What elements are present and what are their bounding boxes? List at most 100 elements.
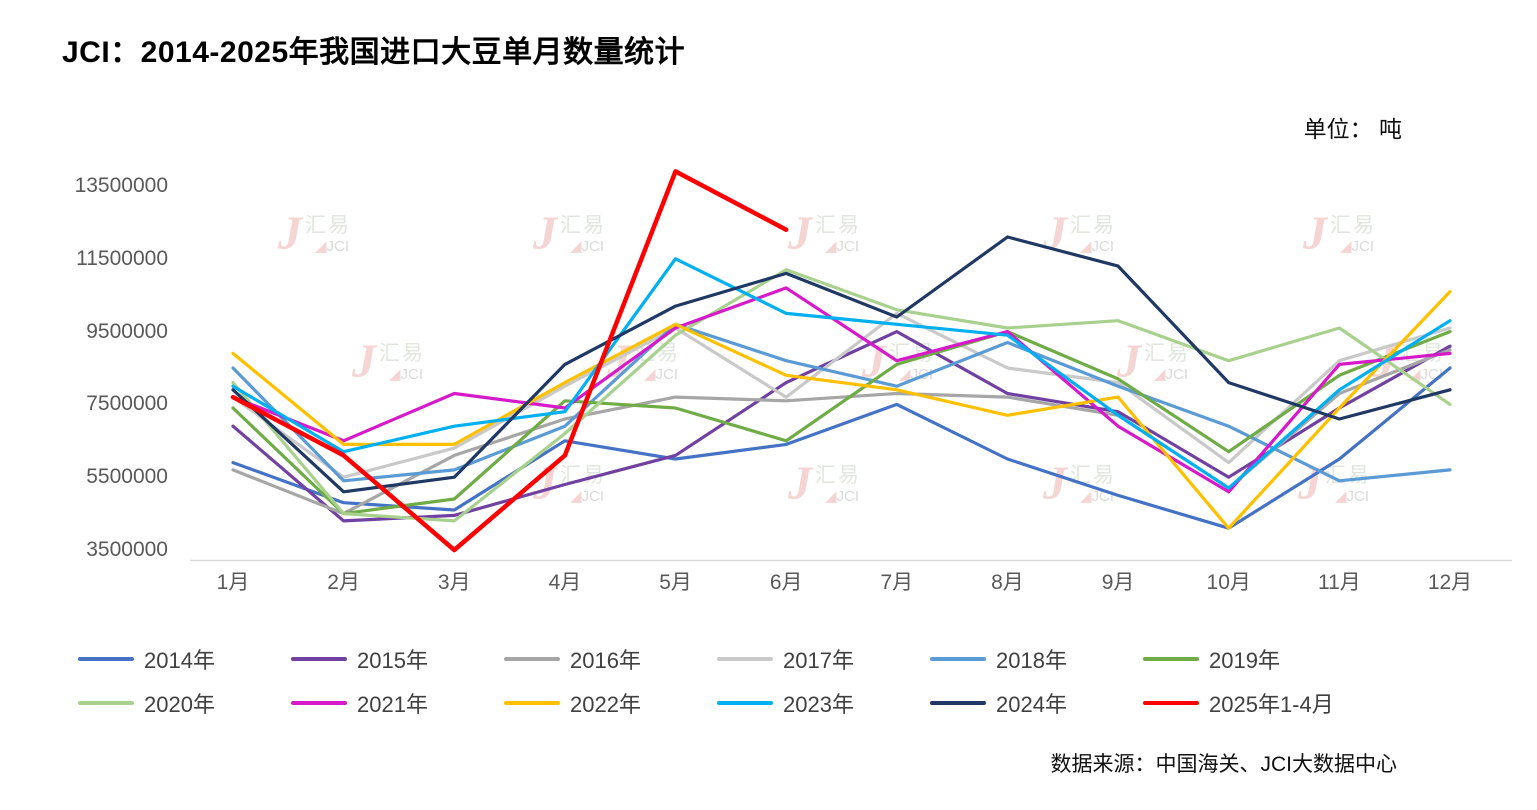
legend-item-2014年: 2014年: [78, 646, 291, 673]
legend-label: 2022年: [570, 692, 641, 717]
watermark-j-glyph: J: [788, 207, 812, 260]
watermark-en-text: ◢JCI: [825, 487, 860, 505]
series-line-2018年: [231, 322, 1452, 483]
watermark-logo: J 汇易 ◢JCI: [1303, 210, 1376, 258]
series-line-2024年: [231, 235, 1452, 494]
legend-label: 2023年: [783, 692, 854, 717]
legend-swatch: [291, 657, 347, 661]
watermark-en-text: ◢JCI: [1340, 237, 1375, 255]
watermark-en-text: ◢JCI: [389, 365, 424, 383]
x-tick-label: 1月: [216, 571, 250, 594]
legend-item-2022年: 2022年: [504, 690, 717, 717]
watermark-j-glyph: J: [788, 457, 812, 510]
legend-swatch: [930, 701, 986, 705]
watermark-logo: J 汇易 ◢JCI: [788, 210, 861, 258]
y-tick-label: 3500000: [86, 538, 168, 561]
watermark-logo: J 汇易 ◢JCI: [1298, 460, 1371, 508]
series-line-2020年: [231, 268, 1452, 523]
legend-swatch: [1143, 701, 1199, 705]
x-tick-label: 11月: [1317, 571, 1361, 594]
x-tick-label: 9月: [1101, 571, 1135, 594]
watermark-cn-text: 汇易: [1330, 213, 1376, 237]
series-line-2025年1-4月: [230, 169, 789, 553]
watermark-j-glyph: J: [533, 457, 557, 510]
series-line-2016年: [231, 348, 1452, 516]
series-line-2015年: [231, 330, 1452, 523]
series-line-2021年: [231, 286, 1452, 494]
legend-swatch: [291, 701, 347, 705]
series-line-2023年: [231, 257, 1452, 490]
watermark-cn-text: 汇易: [1399, 341, 1445, 365]
x-tick-label: 12月: [1427, 571, 1473, 594]
watermark-j-glyph: J: [1043, 457, 1067, 510]
legend-swatch: [717, 701, 773, 705]
y-tick-label: 5500000: [86, 465, 168, 489]
legend-swatch: [78, 701, 134, 705]
legend-label: 2016年: [570, 648, 641, 673]
legend-item-2020年: 2020年: [78, 690, 291, 717]
legend-item-2025年1-4月: 2025年1-4月: [1143, 690, 1356, 717]
series-line-2014年: [231, 366, 1452, 530]
watermark-en-text: ◢JCI: [825, 237, 860, 255]
legend-item-2024年: 2024年: [930, 690, 1143, 717]
watermark-j-glyph: J: [1372, 335, 1396, 388]
watermark-logo: J 汇易 ◢JCI: [862, 338, 935, 386]
watermark-j-glyph: J: [352, 335, 376, 388]
watermark-j-glyph: J: [1298, 457, 1322, 510]
legend-label: 2015年: [357, 648, 428, 673]
legend-swatch: [1143, 657, 1199, 661]
unit-label: 单位： 吨: [1303, 116, 1402, 142]
watermark-j-glyph: J: [607, 335, 631, 388]
series-line-2017年: [231, 311, 1452, 479]
legend-label: 2019年: [1209, 648, 1280, 673]
x-tick-label: 3月: [437, 571, 471, 594]
watermark-en-text: ◢JCI: [1409, 365, 1444, 383]
watermark-en-text: ◢JCI: [570, 487, 605, 505]
watermark-en-text: ◢JCI: [1080, 487, 1115, 505]
legend-item-2019年: 2019年: [1143, 646, 1356, 673]
watermark-logo: J 汇易 ◢JCI: [788, 460, 861, 508]
legend-label: 2017年: [783, 648, 854, 673]
watermark-en-text: ◢JCI: [1154, 365, 1189, 383]
watermark-cn-text: 汇易: [1144, 341, 1190, 365]
watermark-en-text: ◢JCI: [315, 237, 350, 255]
watermark-en-text: ◢JCI: [644, 365, 679, 383]
legend-swatch: [717, 657, 773, 661]
y-tick-label: 9500000: [86, 319, 168, 343]
watermark-j-glyph: J: [1303, 207, 1327, 260]
legend-label: 2018年: [996, 648, 1067, 673]
legend-item-2017年: 2017年: [717, 646, 930, 673]
legend-swatch: [504, 701, 560, 705]
x-tick-label: 2月: [327, 571, 360, 594]
watermark-cn-text: 汇易: [1325, 463, 1371, 487]
watermark-logo: J 汇易 ◢JCI: [533, 210, 606, 258]
watermark-logo: J 汇易 ◢JCI: [607, 338, 680, 386]
watermark-en-text: ◢JCI: [1335, 487, 1370, 505]
watermark-logo: J 汇易 ◢JCI: [1043, 210, 1116, 258]
x-tick-label: 6月: [769, 571, 803, 594]
watermark-j-glyph: J: [1043, 207, 1067, 260]
chart-title: JCI：2014-2025年我国进口大豆单月数量统计: [62, 36, 686, 69]
watermark-en-text: ◢JCI: [1080, 237, 1115, 255]
x-tick-label: 5月: [659, 571, 692, 594]
x-tick-label: 4月: [548, 571, 582, 594]
watermark-j-glyph: J: [862, 335, 886, 388]
x-tick-label: 10月: [1206, 571, 1251, 594]
data-source: 数据来源：中国海关、JCI大数据中心: [1050, 753, 1398, 776]
watermark-cn-text: 汇易: [560, 463, 606, 487]
watermark-cn-text: 汇易: [889, 341, 935, 365]
watermark-cn-text: 汇易: [634, 341, 680, 365]
watermark-cn-text: 汇易: [560, 213, 606, 237]
legend-label: 2025年1-4月: [1209, 692, 1334, 717]
legend-item-2023年: 2023年: [717, 690, 930, 717]
watermark-en-text: ◢JCI: [570, 237, 605, 255]
series-line-2022年: [231, 290, 1452, 530]
watermark-cn-text: 汇易: [1070, 213, 1116, 237]
x-tick-label: 7月: [880, 571, 914, 594]
watermark-cn-text: 汇易: [815, 463, 861, 487]
watermark-cn-text: 汇易: [379, 341, 425, 365]
legend-label: 2021年: [357, 692, 428, 717]
legend-label: 2014年: [144, 648, 215, 673]
watermark-cn-text: 汇易: [1070, 463, 1116, 487]
